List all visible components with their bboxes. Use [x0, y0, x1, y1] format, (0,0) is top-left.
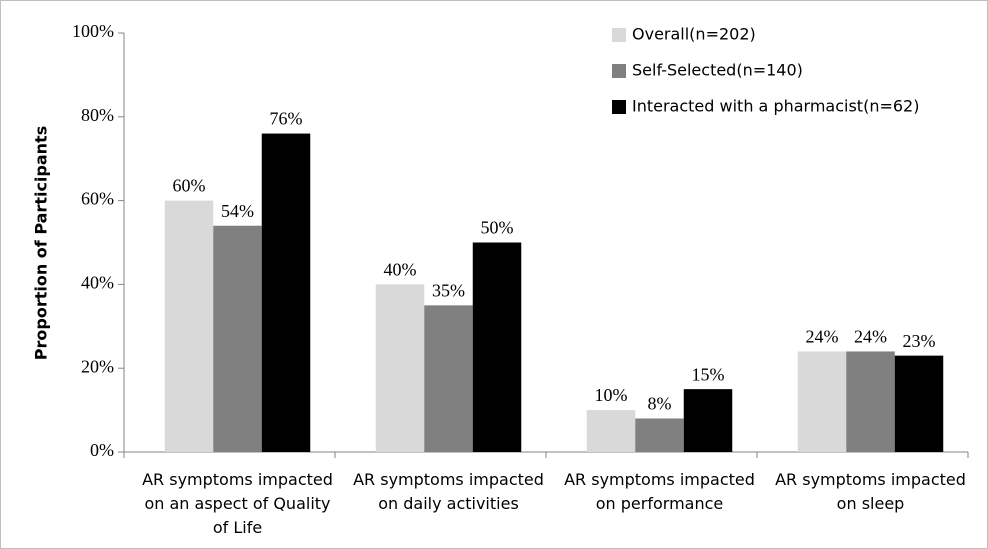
- bar: [586, 410, 636, 452]
- value-label: 24%: [854, 327, 887, 347]
- y-tick-label: 20%: [81, 356, 114, 376]
- y-tick-label: 80%: [81, 105, 114, 125]
- value-label: 76%: [270, 109, 303, 129]
- legend-swatch: [612, 100, 626, 114]
- value-label: 24%: [806, 327, 839, 347]
- x-tick-label: AR symptoms impacted on daily activities: [353, 470, 544, 513]
- bar: [424, 305, 473, 452]
- bar: [213, 225, 262, 452]
- bar: [797, 351, 847, 452]
- value-label: 23%: [903, 331, 936, 351]
- x-tick-label: AR symptoms impacted on an aspect of Qua…: [142, 470, 333, 537]
- legend-label: Interacted with a pharmacist(n=62): [632, 97, 919, 116]
- legend-swatch: [612, 64, 626, 78]
- value-label: 15%: [692, 364, 725, 384]
- bar: [164, 200, 214, 452]
- bar: [894, 355, 944, 452]
- value-label: 10%: [595, 385, 628, 405]
- bar: [472, 242, 522, 452]
- y-tick-label: 100%: [72, 21, 114, 41]
- value-label: 40%: [384, 260, 417, 280]
- value-label: 50%: [481, 218, 514, 238]
- bar: [375, 284, 425, 452]
- x-tick-label: AR symptoms impacted on performance: [564, 470, 755, 513]
- legend-label: Overall(n=202): [632, 25, 756, 44]
- value-label: 54%: [221, 201, 254, 221]
- y-tick-label: 0%: [90, 440, 114, 460]
- y-axis-label: Proportion of Participants: [32, 126, 51, 360]
- bar: [683, 389, 733, 452]
- legend-swatch: [612, 28, 626, 42]
- y-tick-label: 60%: [81, 189, 114, 209]
- value-label: 8%: [648, 394, 672, 414]
- value-label: 35%: [432, 280, 465, 300]
- value-label: 60%: [173, 176, 206, 196]
- legend-label: Self-Selected(n=140): [632, 61, 803, 80]
- bar: [635, 418, 684, 452]
- y-tick-label: 40%: [81, 273, 114, 293]
- bar: [261, 133, 311, 452]
- bar: [846, 351, 895, 452]
- x-tick-label: AR symptoms impacted on sleep: [775, 470, 966, 513]
